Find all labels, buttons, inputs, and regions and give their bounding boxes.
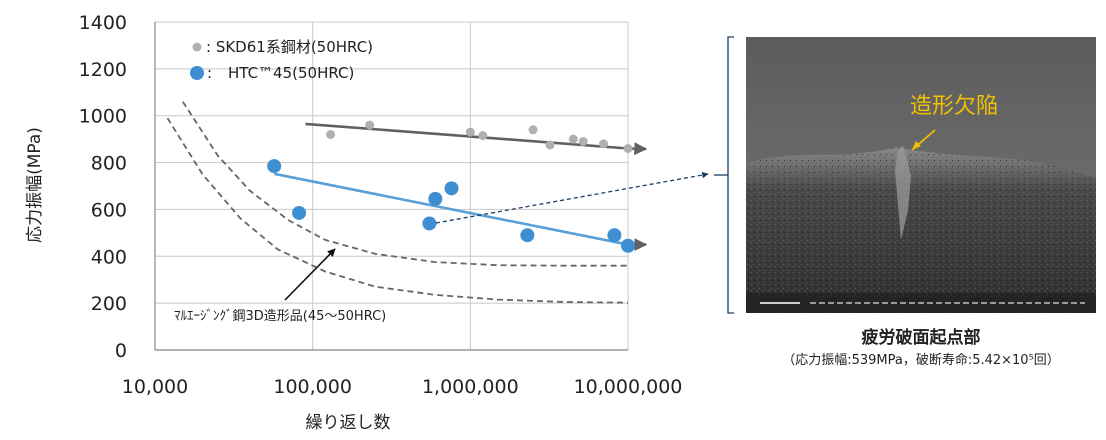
- y-tick-label: 200: [91, 293, 127, 315]
- sem-fracture-image: 造形欠陥: [714, 37, 1096, 313]
- trend-lines: [274, 124, 646, 245]
- trend-line-series-1: [305, 124, 628, 149]
- y-tick-label: 600: [91, 199, 127, 221]
- legend-colon-htc45: :: [207, 64, 212, 82]
- data-point-series-1: [529, 125, 538, 134]
- maraging-label: ﾏﾙｴｰｼﾞﾝｸﾞ鋼3D造形品(45～50HRC): [174, 309, 386, 324]
- data-points: [267, 121, 635, 253]
- x-axis-label: 繰り返し数: [306, 413, 391, 433]
- data-point-series-1: [326, 130, 335, 139]
- data-point-series-1: [599, 139, 608, 148]
- data-point-series-2: [428, 192, 442, 206]
- grid: [155, 22, 628, 350]
- data-point-series-1: [624, 144, 633, 153]
- y-tick-label: 800: [91, 153, 127, 175]
- data-point-series-1: [466, 128, 475, 137]
- x-tick-label: 10,000,000: [574, 376, 683, 398]
- defect-label: 造形欠陥: [910, 94, 998, 119]
- image-bracket: [728, 37, 734, 313]
- y-axis-label: 応力振幅(MPa): [25, 127, 45, 243]
- legend-label-skd61: : SKD61系鋼材(50HRC): [206, 38, 373, 56]
- data-point-series-2: [520, 228, 534, 242]
- x-tick-label: 1,000,000: [422, 376, 519, 398]
- image-caption-sub: （応力振幅:539MPa，破断寿命:5.42×10⁵回）: [782, 352, 1060, 368]
- data-point-series-2: [621, 239, 635, 253]
- data-point-series-2: [607, 228, 621, 242]
- data-point-series-1: [579, 137, 588, 146]
- x-tick-label: 10,000: [122, 376, 188, 398]
- y-tick-label: 0: [115, 340, 127, 362]
- y-tick-label: 1400: [79, 12, 127, 34]
- data-point-series-2: [445, 181, 459, 195]
- axes: [155, 22, 628, 350]
- data-point-series-1: [365, 121, 374, 130]
- data-point-series-2: [267, 159, 281, 173]
- legend-label-htc45: HTC™45(50HRC): [228, 64, 354, 82]
- data-point-series-1: [545, 141, 554, 150]
- maraging-curve-2: [168, 118, 629, 303]
- data-point-series-2: [292, 206, 306, 220]
- maraging-curve-1: [183, 102, 628, 266]
- maraging-annotation: ﾏﾙｴｰｼﾞﾝｸﾞ鋼3D造形品(45～50HRC): [174, 249, 386, 324]
- x-tick-label: 100,000: [273, 376, 352, 398]
- legend-marker-skd61: [193, 43, 202, 52]
- image-caption-title: 疲労破面起点部: [862, 327, 981, 348]
- data-point-series-2: [422, 216, 436, 230]
- legend-marker-htc45: [190, 66, 204, 80]
- data-point-series-1: [569, 135, 578, 144]
- data-point-series-1: [478, 131, 487, 140]
- tick-labels: 0 200 400 600 800 1000 1200 1400 10,000 100,000 1,…: [79, 12, 683, 398]
- y-tick-label: 1200: [79, 59, 127, 81]
- y-tick-label: 400: [91, 246, 127, 268]
- legend: : SKD61系鋼材(50HRC) : HTC™45(50HRC): [190, 38, 373, 82]
- y-tick-label: 1000: [79, 106, 127, 128]
